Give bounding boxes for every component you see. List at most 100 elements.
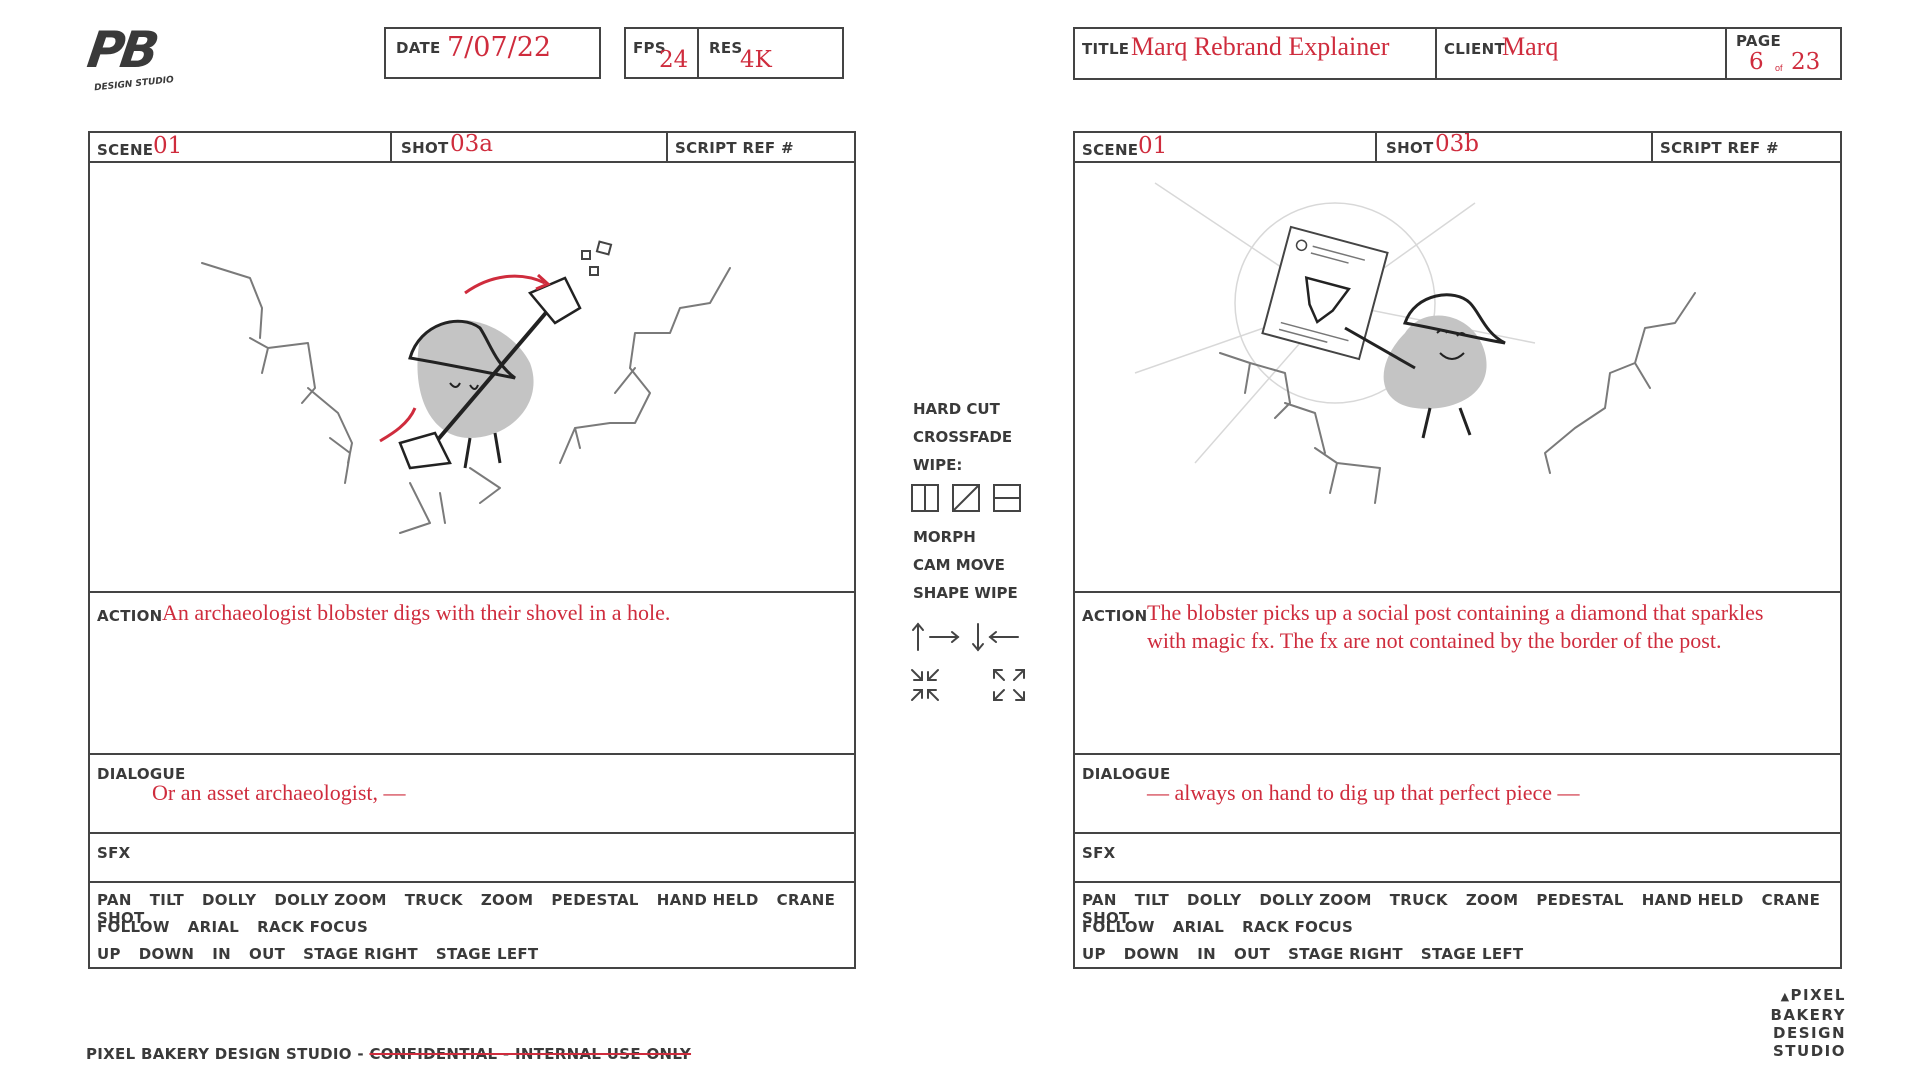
shot-label: SHOT	[401, 139, 449, 157]
bakery-hat-icon: ▲	[1780, 990, 1791, 1003]
cam-truck[interactable]: TRUCK	[404, 891, 463, 909]
cam-rack-focus[interactable]: RACK FOCUS	[1242, 918, 1354, 936]
action-text: An archaeologist blobster digs with thei…	[162, 600, 671, 625]
dialogue-section: DIALOGUE Or an asset archaeologist, —	[90, 753, 854, 832]
cam-zoom[interactable]: ZOOM	[1465, 891, 1519, 909]
footer-logo-line: BAKERY	[1770, 1006, 1846, 1024]
cam-dolly-zoom[interactable]: DOLLY ZOOM	[274, 891, 387, 909]
cam-stage-right[interactable]: STAGE RIGHT	[303, 945, 418, 963]
sfx-label: SFX	[1082, 844, 1116, 862]
cam-stage-right[interactable]: STAGE RIGHT	[1288, 945, 1403, 963]
cam-out[interactable]: OUT	[1234, 945, 1271, 963]
cam-pan[interactable]: PAN	[97, 891, 132, 909]
crossfade[interactable]: CROSSFADE	[913, 428, 1013, 446]
script-ref-label: SCRIPT REF #	[1660, 139, 1779, 157]
action-label: ACTION	[1082, 607, 1148, 625]
sfx-label: SFX	[97, 844, 131, 862]
footer-logo-line: STUDIO	[1773, 1042, 1846, 1060]
cam-hand-held[interactable]: HAND HELD	[656, 891, 759, 909]
arrow-right-icon[interactable]	[929, 631, 960, 643]
cam-up[interactable]: UP	[97, 945, 121, 963]
arrow-left-icon[interactable]	[988, 631, 1019, 643]
cam-crane-shot[interactable]: CRANE SHOT	[1082, 891, 1821, 927]
storyboard-panel-2: SCENE 01 SHOT 03b SCRIPT REF #	[1073, 131, 1842, 969]
footer-logo-line: DESIGN	[1773, 1024, 1846, 1042]
transitions-panel: HARD CUT CROSSFADE WIPE: MORPH CAM MOVE …	[910, 398, 1030, 718]
dialogue-label: DIALOGUE	[1082, 765, 1171, 783]
cam-dolly[interactable]: DOLLY	[202, 891, 257, 909]
collapse-icon[interactable]	[911, 669, 939, 701]
shot-value: 03a	[450, 131, 493, 157]
arrow-down-icon[interactable]	[972, 623, 984, 652]
title-box: TITLE Marq Rebrand Explainer CLIENT Marq…	[1073, 27, 1842, 80]
cam-in[interactable]: IN	[212, 945, 232, 963]
expand-icon[interactable]	[993, 669, 1025, 701]
sketch-frame	[1075, 163, 1840, 591]
direction-icons	[911, 622, 1025, 701]
page-total: 23	[1791, 49, 1821, 75]
logo-mark: PB	[83, 21, 159, 79]
fps-res-box: FPS 24 RES 4K	[624, 27, 844, 79]
scene-value: 01	[153, 133, 183, 159]
cam-out[interactable]: OUT	[249, 945, 286, 963]
dialogue-label: DIALOGUE	[97, 765, 186, 783]
camera-moves: PAN TILT DOLLY DOLLY ZOOM TRUCK ZOOM PEDESTAL H…	[1075, 881, 1840, 967]
page-number: 6	[1749, 49, 1764, 75]
shot-label: SHOT	[1386, 139, 1434, 157]
cam-pedestal[interactable]: PEDESTAL	[1536, 891, 1624, 909]
sketch-blobster-digging	[201, 240, 731, 534]
cam-zoom[interactable]: ZOOM	[480, 891, 534, 909]
wipe-horizontal-icon[interactable]	[993, 484, 1021, 512]
cam-pedestal[interactable]: PEDESTAL	[551, 891, 639, 909]
cam-move[interactable]: CAM MOVE	[913, 556, 1005, 574]
wipe-icons	[911, 484, 1021, 512]
footer-logo-line: PIXEL	[1790, 986, 1846, 1004]
cam-down[interactable]: DOWN	[138, 945, 195, 963]
arrow-up-icon[interactable]	[912, 622, 924, 651]
action-text: The blobster picks up a social post cont…	[1147, 600, 1764, 653]
cam-tilt[interactable]: TILT	[149, 891, 185, 909]
cam-pan[interactable]: PAN	[1082, 891, 1117, 909]
sfx-section: SFX	[1075, 832, 1840, 881]
cam-follow[interactable]: FOLLOW	[97, 918, 170, 936]
res-value: 4K	[740, 47, 772, 73]
res-label: RES	[709, 39, 743, 57]
cam-dolly-zoom[interactable]: DOLLY ZOOM	[1259, 891, 1372, 909]
cam-up[interactable]: UP	[1082, 945, 1106, 963]
cam-arial[interactable]: ARIAL	[1172, 918, 1225, 936]
dialogue-text: — always on hand to dig up that perfect …	[1147, 780, 1580, 805]
wipe-diagonal-icon[interactable]	[952, 484, 980, 512]
camera-line-2: FOLLOW ARIAL RACK FOCUS	[97, 918, 386, 936]
cam-crane-shot[interactable]: CRANE SHOT	[97, 891, 836, 927]
cam-tilt[interactable]: TILT	[1134, 891, 1170, 909]
title-label: TITLE	[1082, 40, 1130, 58]
cam-dolly[interactable]: DOLLY	[1187, 891, 1242, 909]
wipe-vertical-icon[interactable]	[911, 484, 939, 512]
client-value: Marq	[1502, 32, 1559, 61]
scene-label: SCENE	[97, 141, 154, 159]
shot-value: 03b	[1435, 131, 1479, 157]
cam-stage-left[interactable]: STAGE LEFT	[435, 945, 539, 963]
cam-arial[interactable]: ARIAL	[187, 918, 240, 936]
cam-follow[interactable]: FOLLOW	[1082, 918, 1155, 936]
fps-value: 24	[659, 47, 689, 73]
scene-label: SCENE	[1082, 141, 1139, 159]
camera-line-1: PAN TILT DOLLY DOLLY ZOOM TRUCK ZOOM PEDESTAL H…	[97, 891, 854, 927]
cam-down[interactable]: DOWN	[1123, 945, 1180, 963]
cam-truck[interactable]: TRUCK	[1389, 891, 1448, 909]
morph[interactable]: MORPH	[913, 528, 976, 546]
date-box: DATE 7/07/22	[384, 27, 601, 79]
camera-moves: PAN TILT DOLLY DOLLY ZOOM TRUCK ZOOM PEDESTAL H…	[90, 881, 854, 967]
cam-rack-focus[interactable]: RACK FOCUS	[257, 918, 369, 936]
dialogue-text: Or an asset archaeologist, —	[152, 780, 406, 805]
cam-in[interactable]: IN	[1197, 945, 1217, 963]
cam-hand-held[interactable]: HAND HELD	[1641, 891, 1744, 909]
shape-wipe[interactable]: SHAPE WIPE	[913, 584, 1018, 602]
footer-logo: ▲PIXEL BAKERY DESIGN STUDIO	[1766, 986, 1846, 1060]
scene-value: 01	[1138, 133, 1168, 159]
camera-line-1: PAN TILT DOLLY DOLLY ZOOM TRUCK ZOOM PEDESTAL H…	[1082, 891, 1840, 927]
cam-stage-left[interactable]: STAGE LEFT	[1420, 945, 1524, 963]
hard-cut[interactable]: HARD CUT	[913, 400, 1000, 418]
date-value: 7/07/22	[447, 32, 552, 63]
camera-line-2: FOLLOW ARIAL RACK FOCUS	[1082, 918, 1371, 936]
